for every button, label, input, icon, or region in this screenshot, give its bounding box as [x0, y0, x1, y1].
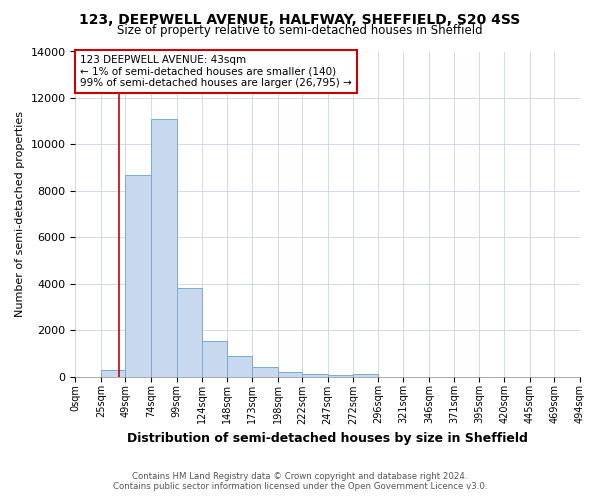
Bar	[227, 356, 252, 376]
Bar	[353, 374, 378, 376]
Bar	[176, 288, 202, 376]
Text: 123 DEEPWELL AVENUE: 43sqm
← 1% of semi-detached houses are smaller (140)
99% of: 123 DEEPWELL AVENUE: 43sqm ← 1% of semi-…	[80, 55, 352, 88]
Bar	[278, 372, 302, 376]
Text: Size of property relative to semi-detached houses in Sheffield: Size of property relative to semi-detach…	[117, 24, 483, 37]
Bar	[101, 370, 125, 376]
Bar	[202, 340, 227, 376]
Y-axis label: Number of semi-detached properties: Number of semi-detached properties	[15, 111, 25, 317]
Bar	[302, 374, 328, 376]
Bar	[125, 174, 151, 376]
Text: 123, DEEPWELL AVENUE, HALFWAY, SHEFFIELD, S20 4SS: 123, DEEPWELL AVENUE, HALFWAY, SHEFFIELD…	[79, 12, 521, 26]
Bar	[328, 375, 353, 376]
X-axis label: Distribution of semi-detached houses by size in Sheffield: Distribution of semi-detached houses by …	[127, 432, 528, 445]
Text: Contains HM Land Registry data © Crown copyright and database right 2024.
Contai: Contains HM Land Registry data © Crown c…	[113, 472, 487, 491]
Bar	[151, 119, 176, 376]
Bar	[252, 367, 278, 376]
